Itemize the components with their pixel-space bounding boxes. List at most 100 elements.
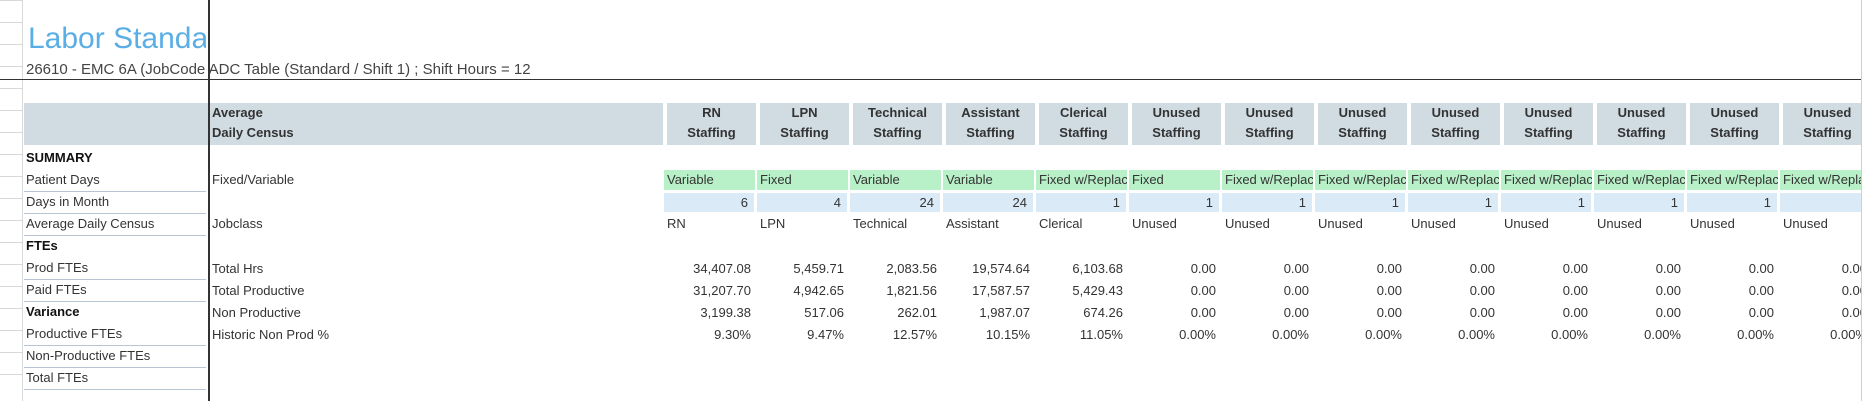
historic-pct-cell[interactable]: 0.00% [1644, 327, 1681, 342]
non-productive-cell[interactable]: 0.00 [1841, 305, 1867, 320]
jobclass-cell[interactable]: Unused [1132, 216, 1177, 231]
fixed-variable-cell[interactable]: Fixed w/Replac [1687, 170, 1778, 190]
total-productive-cell[interactable]: 31,207.70 [693, 283, 751, 298]
total-hrs-cell[interactable]: 0.00 [1841, 261, 1867, 276]
staff-count-cell[interactable]: 1 [1222, 193, 1313, 212]
historic-pct-cell[interactable]: 9.30% [714, 327, 751, 342]
fixed-variable-cell[interactable]: Variable [850, 170, 941, 190]
column-header[interactable]: Unused Staffing [1780, 103, 1868, 145]
summary-item[interactable]: Average Daily Census [24, 215, 206, 236]
staff-count-cell[interactable]: 6 [664, 193, 755, 212]
staff-count-cell[interactable]: 1 [1129, 193, 1220, 212]
staff-count-cell[interactable]: 24 [943, 193, 1034, 212]
jobclass-cell[interactable]: Unused [1225, 216, 1270, 231]
fixed-variable-cell[interactable]: Variable [943, 170, 1034, 190]
total-productive-cell[interactable]: 4,942.65 [793, 283, 844, 298]
jobclass-cell[interactable]: Unused [1690, 216, 1735, 231]
historic-pct-cell[interactable]: 0.00% [1737, 327, 1774, 342]
staff-count-cell[interactable]: 24 [850, 193, 941, 212]
historic-pct-cell[interactable]: 10.15% [985, 327, 1030, 342]
total-hrs-cell[interactable]: 0.00 [1376, 261, 1402, 276]
total-productive-cell[interactable]: 5,429.43 [1072, 283, 1123, 298]
column-header[interactable]: Unused Staffing [1222, 103, 1314, 145]
total-productive-cell[interactable]: 0.00 [1283, 283, 1309, 298]
historic-pct-cell[interactable]: 12.57% [892, 327, 937, 342]
summary-section-heading[interactable]: SUMMARY [26, 150, 93, 165]
staff-count-cell[interactable]: 1 [1501, 193, 1592, 212]
total-productive-cell[interactable]: 0.00 [1190, 283, 1216, 298]
non-productive-cell[interactable]: 3,199.38 [700, 305, 751, 320]
non-productive-label[interactable]: Non Productive [212, 305, 301, 320]
column-header[interactable]: Unused Staffing [1408, 103, 1500, 145]
total-productive-cell[interactable]: 0.00 [1841, 283, 1867, 298]
summary-item[interactable]: Paid FTEs [24, 281, 206, 302]
total-productive-label[interactable]: Total Productive [212, 283, 305, 298]
sheet-subtitle[interactable]: 26610 - EMC 6A (JobCode ADC Table (Stand… [26, 61, 531, 78]
sheet-title[interactable]: Labor Standards [28, 22, 206, 55]
jobclass-label[interactable]: Jobclass [212, 216, 263, 231]
jobclass-cell[interactable]: Unused [1411, 216, 1456, 231]
historic-pct-cell[interactable]: 0.00% [1272, 327, 1309, 342]
column-header[interactable]: Technical Staffing [850, 103, 942, 145]
jobclass-cell[interactable]: RN [667, 216, 686, 231]
non-productive-cell[interactable]: 0.00 [1283, 305, 1309, 320]
fixed-variable-cell[interactable]: Fixed w/Replac [1408, 170, 1499, 190]
summary-section-heading[interactable]: FTEs [26, 238, 58, 253]
historic-pct-cell[interactable]: 0.00% [1458, 327, 1495, 342]
total-productive-cell[interactable]: 0.00 [1376, 283, 1402, 298]
historic-pct-cell[interactable]: 0.00% [1365, 327, 1402, 342]
total-hrs-cell[interactable]: 0.00 [1190, 261, 1216, 276]
fixed-variable-cell[interactable]: Fixed w/Replac [1222, 170, 1313, 190]
staff-count-cell[interactable]: 1 [1687, 193, 1778, 212]
fixed-variable-cell[interactable]: Fixed w/Repla [1780, 170, 1868, 190]
non-productive-cell[interactable]: 0.00 [1748, 305, 1774, 320]
historic-pct-cell[interactable]: 11.05% [1079, 327, 1123, 342]
total-hrs-cell[interactable]: 0.00 [1655, 261, 1681, 276]
jobclass-cell[interactable]: Clerical [1039, 216, 1083, 231]
staff-count-cell[interactable]: 1 [1408, 193, 1499, 212]
historic-pct-cell[interactable]: 0.00% [1179, 327, 1216, 342]
non-productive-cell[interactable]: 0.00 [1190, 305, 1216, 320]
summary-item[interactable]: Non-Productive FTEs [24, 347, 206, 368]
staff-count-cell[interactable]: 4 [757, 193, 848, 212]
fixed-variable-cell[interactable]: Variable [664, 170, 755, 190]
jobclass-cell[interactable]: Unused [1597, 216, 1642, 231]
jobclass-cell[interactable]: Unused [1783, 216, 1828, 231]
staff-count-cell[interactable]: 1 [1315, 193, 1406, 212]
total-hrs-cell[interactable]: 0.00 [1283, 261, 1309, 276]
fixed-variable-cell[interactable]: Fixed [1129, 170, 1220, 190]
staff-count-cell[interactable]: 1 [1036, 193, 1127, 212]
fixed-variable-cell[interactable]: Fixed w/Replac [1501, 170, 1592, 190]
fixed-variable-label[interactable]: Fixed/Variable [212, 172, 295, 187]
total-hrs-cell[interactable]: 5,459.71 [793, 261, 844, 276]
non-productive-cell[interactable]: 674.26 [1083, 305, 1123, 320]
total-hrs-cell[interactable]: 0.00 [1562, 261, 1588, 276]
summary-item[interactable]: Total FTEs [24, 369, 206, 390]
non-productive-cell[interactable]: 0.00 [1655, 305, 1681, 320]
summary-item[interactable]: Prod FTEs [24, 259, 206, 280]
column-header[interactable]: Assistant Staffing [943, 103, 1035, 145]
historic-pct-cell[interactable]: 0.00% [1551, 327, 1588, 342]
total-hrs-cell[interactable]: 34,407.08 [693, 261, 751, 276]
fixed-variable-cell[interactable]: Fixed w/Replac [1594, 170, 1685, 190]
summary-item[interactable]: Productive FTEs [24, 325, 206, 346]
row-header-strip[interactable] [0, 0, 23, 401]
total-productive-cell[interactable]: 0.00 [1655, 283, 1681, 298]
summary-item[interactable]: Patient Days [24, 171, 206, 192]
summary-section-heading[interactable]: Variance [26, 304, 80, 319]
column-header[interactable]: Unused Staffing [1594, 103, 1686, 145]
non-productive-cell[interactable]: 517.06 [804, 305, 844, 320]
non-productive-cell[interactable]: 1,987.07 [979, 305, 1030, 320]
jobclass-cell[interactable]: LPN [760, 216, 786, 231]
jobclass-cell[interactable]: Assistant [946, 216, 999, 231]
fixed-variable-cell[interactable]: Fixed w/Replac [1036, 170, 1127, 190]
total-productive-cell[interactable]: 0.00 [1748, 283, 1774, 298]
non-productive-cell[interactable]: 0.00 [1376, 305, 1402, 320]
total-hrs-cell[interactable]: 0.00 [1748, 261, 1774, 276]
total-productive-cell[interactable]: 0.00 [1562, 283, 1588, 298]
total-hrs-label[interactable]: Total Hrs [212, 261, 264, 276]
avg-daily-census-header[interactable]: Average Daily Census [212, 103, 662, 145]
staff-count-cell[interactable]: 1 [1594, 193, 1685, 212]
total-productive-cell[interactable]: 1,821.56 [886, 283, 937, 298]
historic-pct-cell[interactable]: 0.00% [1830, 327, 1867, 342]
